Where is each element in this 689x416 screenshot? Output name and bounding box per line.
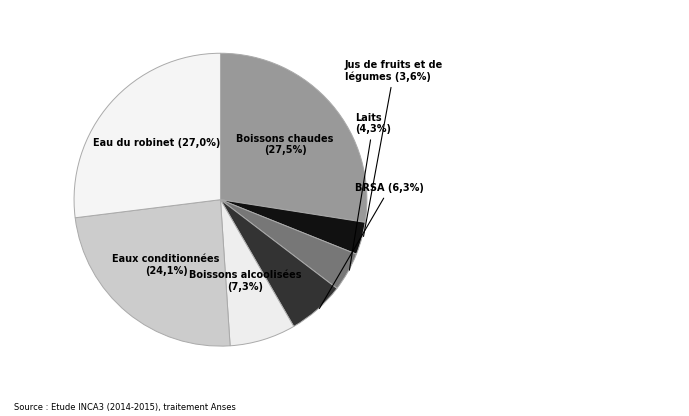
Text: Jus de fruits et de
légumes (3,6%): Jus de fruits et de légumes (3,6%) xyxy=(345,60,443,236)
Text: Boissons chaudes
(27,5%): Boissons chaudes (27,5%) xyxy=(236,134,333,155)
Text: Boissons alcoolisées
(7,3%): Boissons alcoolisées (7,3%) xyxy=(189,270,301,292)
Text: Eaux conditionnées
(24,1%): Eaux conditionnées (24,1%) xyxy=(112,254,220,276)
Wedge shape xyxy=(220,200,356,288)
Text: Source : Etude INCA3 (2014-2015), traitement Anses: Source : Etude INCA3 (2014-2015), traite… xyxy=(14,403,236,412)
Wedge shape xyxy=(75,200,230,346)
Text: Laits
(4,3%): Laits (4,3%) xyxy=(349,113,391,270)
Wedge shape xyxy=(220,200,365,254)
Wedge shape xyxy=(74,53,220,218)
Wedge shape xyxy=(220,200,294,346)
Text: Eau du robinet (27,0%): Eau du robinet (27,0%) xyxy=(94,138,220,148)
Text: BRSA (6,3%): BRSA (6,3%) xyxy=(319,183,424,309)
Wedge shape xyxy=(220,53,367,222)
Wedge shape xyxy=(220,200,337,327)
